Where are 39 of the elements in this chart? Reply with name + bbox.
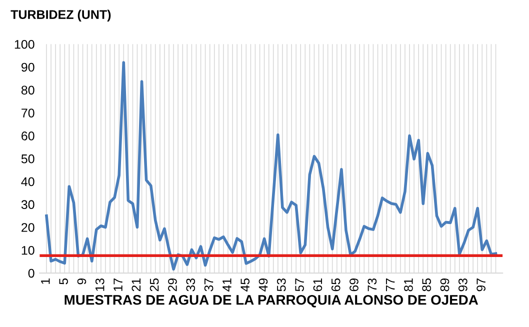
- line-series: [45, 61, 498, 271]
- x-tick-label: 49: [258, 278, 268, 292]
- y-tick-label: 80: [21, 86, 34, 95]
- y-tick-label: 30: [21, 200, 34, 210]
- x-tick-label: 93: [458, 278, 468, 292]
- x-tick-label: 33: [186, 278, 196, 292]
- x-tick-label: 53: [276, 278, 286, 292]
- y-tick-label: 10: [22, 246, 34, 255]
- x-tick-label: 73: [368, 278, 377, 292]
- x-tick-label: 29: [168, 278, 177, 292]
- x-tick-label: 97: [476, 278, 486, 292]
- y-tick-label: 100: [14, 40, 34, 49]
- x-tick-label: 17: [114, 278, 122, 291]
- x-tick-label: 61: [313, 278, 322, 292]
- x-tick-label: 45: [240, 278, 250, 292]
- x-tick-label: 89: [440, 278, 450, 292]
- y-axis-title: TURBIDEZ (UNT): [10, 10, 111, 22]
- x-tick-label: 5: [59, 278, 68, 284]
- y-tick-label: 60: [22, 132, 34, 140]
- y-tick-label: 50: [21, 154, 34, 164]
- x-tick-label: 1: [41, 278, 50, 284]
- x-tick-label: 69: [350, 278, 358, 292]
- y-tick-label: 20: [22, 223, 34, 232]
- y-tick-label: 0: [28, 268, 34, 278]
- x-tick-label: 77: [386, 278, 395, 292]
- x-tick-label: 37: [204, 278, 214, 292]
- x-tick-label: 25: [150, 278, 159, 292]
- x-tick-label: 21: [132, 278, 140, 292]
- x-tick-label: 41: [222, 278, 232, 292]
- x-tick-label: 85: [422, 278, 432, 292]
- y-tick-label: 70: [22, 108, 34, 118]
- x-tick-label: 81: [404, 278, 413, 292]
- x-tick-label: 13: [95, 278, 104, 291]
- x-tick-label: 57: [295, 278, 304, 292]
- y-tick-label: 90: [21, 62, 34, 72]
- y-tick-label: 40: [21, 177, 34, 186]
- x-tick-label: 9: [77, 278, 86, 284]
- x-tick-label: 65: [331, 278, 340, 292]
- x-axis-title: MUESTRAS DE AGUA DE LA PARROQUIA ALONSO DE OJEDA: [64, 294, 478, 308]
